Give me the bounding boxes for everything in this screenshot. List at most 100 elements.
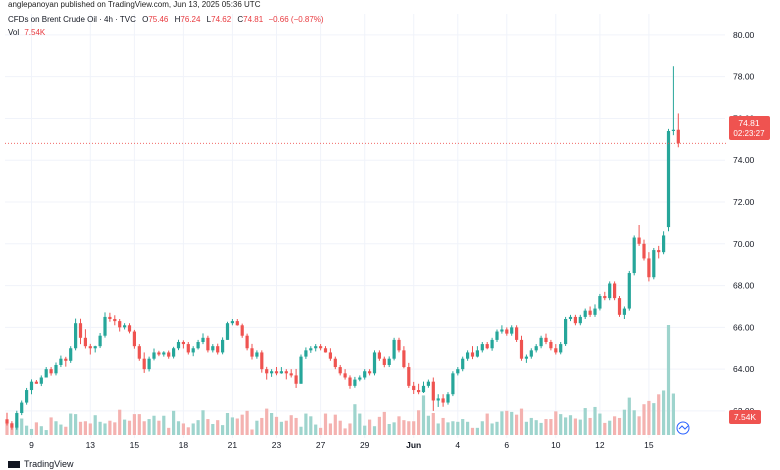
x-tick-label: 15	[644, 440, 654, 450]
volume-bar	[309, 416, 313, 435]
candle-body	[240, 325, 244, 336]
volume-bar	[431, 413, 435, 435]
volume-bar	[568, 415, 573, 435]
candle-body	[29, 381, 34, 391]
volume-bar	[343, 428, 347, 435]
volume-bar	[377, 416, 381, 435]
candle-body	[539, 337, 543, 347]
candle-body	[323, 348, 328, 353]
volume-bar	[564, 417, 568, 435]
candle-body	[382, 358, 386, 365]
candle-body	[25, 390, 29, 403]
volume-bar	[500, 411, 504, 435]
candle-body	[319, 346, 323, 349]
y-tick-label: 68.00	[733, 281, 755, 291]
candle-body	[549, 341, 553, 349]
volume-bar	[470, 427, 475, 435]
volume-bars	[5, 325, 675, 435]
candle-body	[412, 385, 416, 391]
candle-body	[500, 329, 504, 332]
x-tick-label: 23	[272, 440, 282, 450]
tradingview-brand[interactable]: TradingView	[8, 459, 74, 469]
volume-bar	[108, 420, 112, 435]
volume-bar	[353, 404, 357, 435]
candle-body	[617, 298, 622, 315]
candle-body	[490, 339, 494, 349]
candle-body	[172, 348, 176, 357]
volume-bar	[221, 425, 225, 435]
volume-bar	[662, 390, 666, 435]
candle-body	[108, 316, 112, 320]
candle-body	[627, 273, 631, 309]
x-tick-label: 29	[360, 440, 370, 450]
volume-bar	[466, 421, 470, 435]
volume-bar	[323, 413, 328, 435]
change-value: −0.66 (−0.87%)	[268, 15, 324, 24]
candle-body	[44, 369, 48, 378]
volume-bar	[485, 413, 489, 435]
x-tick-label: Jun	[406, 440, 421, 450]
candle-body	[544, 337, 548, 342]
volume-bar	[39, 426, 43, 435]
candle-body	[466, 352, 470, 359]
candle-body	[294, 375, 298, 384]
candle-body	[103, 316, 107, 336]
volume-bar	[348, 423, 352, 435]
volume-label: Vol	[8, 28, 20, 37]
volume-bar	[524, 421, 528, 435]
volume-bar	[436, 423, 440, 435]
volume-bar	[225, 413, 230, 435]
x-tick-label: 13	[86, 440, 96, 450]
symbol-title[interactable]: CFDs on Brent Crude Oil · 4h · TVC	[8, 15, 136, 24]
candle-body	[456, 369, 460, 374]
volume-bar	[167, 427, 171, 435]
candle-body	[564, 319, 568, 345]
candle-body	[363, 371, 367, 378]
candle-body	[632, 237, 636, 274]
candle-body	[157, 352, 161, 355]
candle-body	[573, 316, 577, 324]
volume-bar	[245, 410, 249, 435]
candle-body	[186, 344, 190, 353]
candle-body	[559, 344, 563, 353]
candle-body	[515, 327, 519, 340]
candle-body	[132, 331, 136, 347]
price-axis[interactable]: 62.0064.0066.0068.0070.0072.0074.0076.00…	[733, 30, 755, 416]
high-label: H	[174, 15, 181, 24]
volume-bar	[123, 419, 127, 435]
volume-bar	[74, 414, 78, 435]
volume-bar	[529, 417, 533, 435]
volume-bar	[627, 397, 631, 435]
y-tick-label: 74.00	[733, 155, 755, 165]
candle-body	[221, 339, 225, 353]
candle-body	[142, 358, 146, 370]
candle-body	[485, 344, 489, 349]
candle-body	[426, 381, 430, 386]
candle-body	[524, 356, 528, 359]
volume-bar	[20, 418, 24, 435]
candle-body	[5, 419, 9, 424]
volume-bar	[69, 413, 73, 435]
candle-body	[20, 402, 24, 414]
volume-bar	[319, 427, 323, 435]
x-tick-label: 12	[595, 440, 605, 450]
volume-bar	[539, 422, 543, 435]
volume-bar	[505, 410, 509, 435]
candle-body	[647, 258, 651, 278]
candle-body	[358, 377, 362, 380]
volume-bar	[510, 411, 514, 435]
candle-body	[510, 327, 514, 334]
candle-body	[451, 373, 455, 395]
volume-bar	[583, 408, 587, 435]
volume-bar	[299, 426, 303, 435]
candle-body	[328, 352, 332, 359]
candle-body	[289, 373, 293, 376]
volume-bar	[98, 421, 102, 435]
volume-legend-row: Vol 7.54K	[8, 28, 45, 37]
candle-body	[34, 381, 38, 384]
time-axis[interactable]: 9 13 15 18 21 23 27 29 Jun 4 6 10 12 15	[29, 440, 654, 450]
candle-body	[554, 348, 558, 353]
volume-bar	[137, 414, 141, 435]
publisher-line: anglepanoyan published on TradingView.co…	[8, 0, 261, 9]
